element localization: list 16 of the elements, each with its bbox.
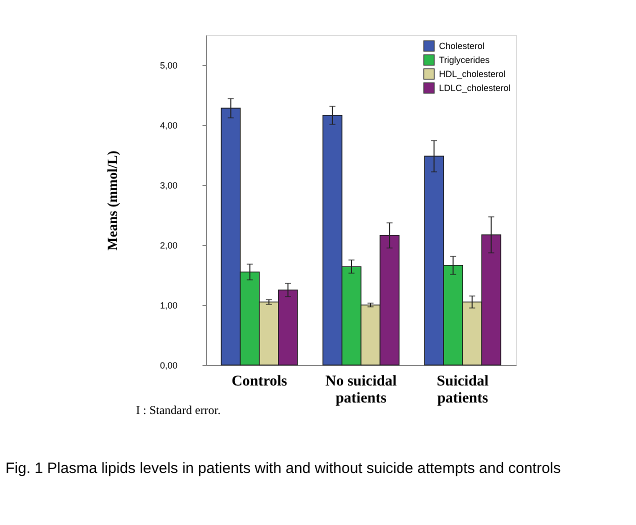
y-tick-label: 3,00 — [160, 180, 178, 190]
y-axis-title: Means (mmol/L) — [106, 150, 121, 250]
text: I : Standard error. — [136, 403, 221, 417]
y-tick-label: 0,00 — [160, 360, 178, 370]
y-tick-label: 5,00 — [160, 60, 178, 70]
x-tick-label: Suicidal patients — [436, 374, 488, 406]
legend-label: Cholesterol — [439, 41, 485, 51]
y-tick-label: 1,00 — [160, 300, 178, 310]
y-tick-label: 4,00 — [160, 120, 178, 130]
x-tick-label: No suicidal patients — [325, 374, 397, 406]
y-tick-label: 2,00 — [160, 240, 178, 250]
legend-label: HDL_cholesterol — [439, 69, 506, 79]
text: Fig. 1 Plasma lipids levels in patients with and without suicide attempts and controls — [5, 460, 561, 477]
legend-label: LDLC_cholesterol — [439, 83, 511, 93]
legend-label: Triglycerides — [439, 55, 490, 65]
x-tick-label: Controls — [232, 374, 288, 390]
